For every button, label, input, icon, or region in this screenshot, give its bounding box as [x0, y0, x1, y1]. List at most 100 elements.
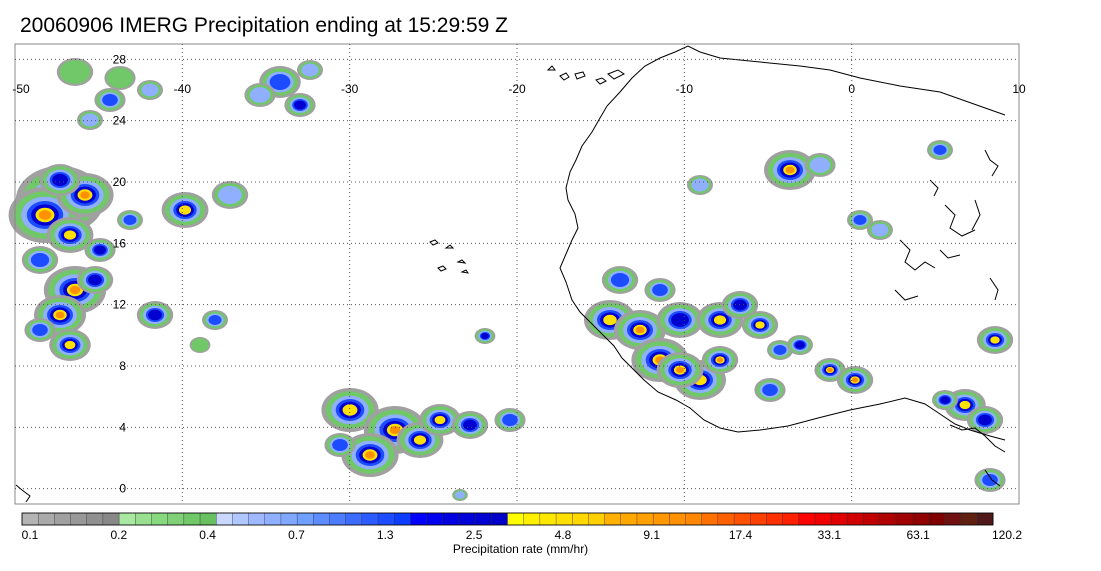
rain-cell	[676, 366, 684, 374]
rain-cell	[38, 210, 52, 220]
colorbar-swatch	[296, 512, 314, 526]
colorbar-swatch	[555, 512, 573, 526]
colorbar-swatch	[474, 512, 492, 526]
inland-water-features	[15, 149, 1001, 503]
colorbar-tick-label: 2.5	[466, 528, 483, 542]
longitude-tick-label: -40	[174, 82, 192, 96]
longitude-tick-label: -10	[676, 82, 694, 96]
rain-cell	[64, 340, 76, 350]
colorbar-swatch	[183, 512, 201, 526]
map-frame	[14, 43, 1020, 505]
colorbar-swatch	[847, 512, 865, 526]
rain-cell	[52, 173, 68, 187]
latitude-tick-label: 0	[119, 482, 126, 496]
latitude-tick-label: 20	[113, 175, 127, 189]
rain-cell	[81, 113, 99, 127]
rain-cell	[148, 309, 162, 321]
rain-cell	[652, 284, 668, 296]
colorbar-tick-label: 17.4	[729, 528, 753, 542]
colorbar-swatch	[830, 512, 848, 526]
latitude-tick-label: 4	[119, 420, 126, 434]
colorbar-frame	[21, 512, 994, 526]
colorbar-swatch	[620, 512, 638, 526]
latitude-labels: 28 24 20 16 12 8 4 0	[113, 52, 127, 495]
rain-cell	[635, 326, 645, 334]
latitude-tick-label: 8	[119, 359, 126, 373]
colorbar-swatch	[588, 512, 606, 526]
colorbar-tick-label: 63.1	[907, 528, 931, 542]
colorbar-swatch	[118, 512, 136, 526]
rain-cell	[755, 321, 765, 329]
colorbar-tick-label: 1.3	[377, 528, 394, 542]
rain-cell	[610, 273, 630, 287]
colorbar-swatch	[604, 512, 622, 526]
rain-cell	[106, 67, 134, 89]
rain-cell	[713, 315, 727, 325]
colorbar-swatch	[717, 512, 735, 526]
colorbar-tick-label: 0.2	[110, 528, 127, 542]
colorbar-swatch	[863, 512, 881, 526]
colorbar-swatch	[86, 512, 104, 526]
colorbar-swatch	[345, 512, 363, 526]
colorbar-swatch	[895, 512, 913, 526]
colorbar-swatch	[652, 512, 670, 526]
rain-cell	[773, 345, 787, 355]
cape-verde-islands	[429, 239, 470, 274]
graticule	[15, 44, 1019, 504]
colorbar-swatch	[782, 512, 800, 526]
colorbar-swatch	[167, 512, 185, 526]
colorbar-swatch	[264, 512, 282, 526]
rain-cell	[827, 367, 833, 373]
rain-cell	[63, 230, 77, 240]
longitude-tick-label: -50	[12, 82, 30, 96]
latitude-tick-label: 16	[113, 236, 127, 250]
rain-cell	[671, 313, 689, 327]
rain-cell	[30, 253, 50, 267]
rain-cell	[434, 415, 446, 425]
rain-cell	[365, 451, 375, 459]
rain-cell	[249, 87, 271, 103]
rain-cell	[603, 314, 617, 326]
colorbar-swatch	[572, 512, 589, 526]
latitude-tick-label: 12	[113, 298, 127, 312]
rain-cell	[141, 83, 159, 97]
rain-cell	[218, 185, 242, 205]
map-title: 20060906 IMERG Precipitation ending at 1…	[20, 14, 508, 37]
gulf-coastline-east	[949, 424, 1006, 453]
rain-cell	[123, 215, 137, 225]
colorbar-swatch	[798, 512, 816, 526]
rain-cell	[853, 215, 867, 225]
latitude-tick-label: 28	[113, 52, 127, 66]
colorbar-tick-label: 4.8	[555, 528, 572, 542]
colorbar-swatch	[491, 512, 509, 526]
colorbar-swatch	[70, 512, 88, 526]
colorbar-swatch	[37, 512, 55, 526]
colorbar-swatch	[442, 512, 460, 526]
rain-cell	[191, 338, 209, 352]
colorbar-swatch	[377, 512, 395, 526]
colorbar-swatch	[879, 512, 897, 526]
rain-cell	[990, 336, 1000, 344]
colorbar-swatch	[248, 512, 266, 526]
colorbar-tick-label: 0.1	[22, 528, 39, 542]
latitude-tick-label: 24	[113, 114, 127, 128]
canary-islands	[546, 65, 625, 85]
rain-cell	[69, 285, 81, 295]
colorbar-tick-label: 33.1	[818, 528, 842, 542]
colorbar-title: Precipitation rate (mm/hr)	[452, 542, 589, 556]
colorbar-swatch	[539, 512, 557, 526]
colorbar-swatch	[151, 512, 169, 526]
rain-cell	[785, 166, 795, 174]
rain-cell	[413, 435, 427, 445]
rain-cell	[301, 63, 319, 77]
colorbar	[21, 512, 994, 526]
rain-cell	[389, 425, 401, 435]
colorbar-swatch	[361, 512, 379, 526]
rain-cell	[940, 396, 950, 404]
rain-cell	[59, 60, 91, 84]
colorbar-swatch	[232, 512, 250, 526]
colorbar-swatch	[701, 512, 719, 526]
colorbar-swatch	[280, 512, 298, 526]
longitude-labels: -50 -40 -30 -20 -10 0 10	[12, 82, 1026, 96]
longitude-tick-label: 10	[1012, 82, 1026, 96]
